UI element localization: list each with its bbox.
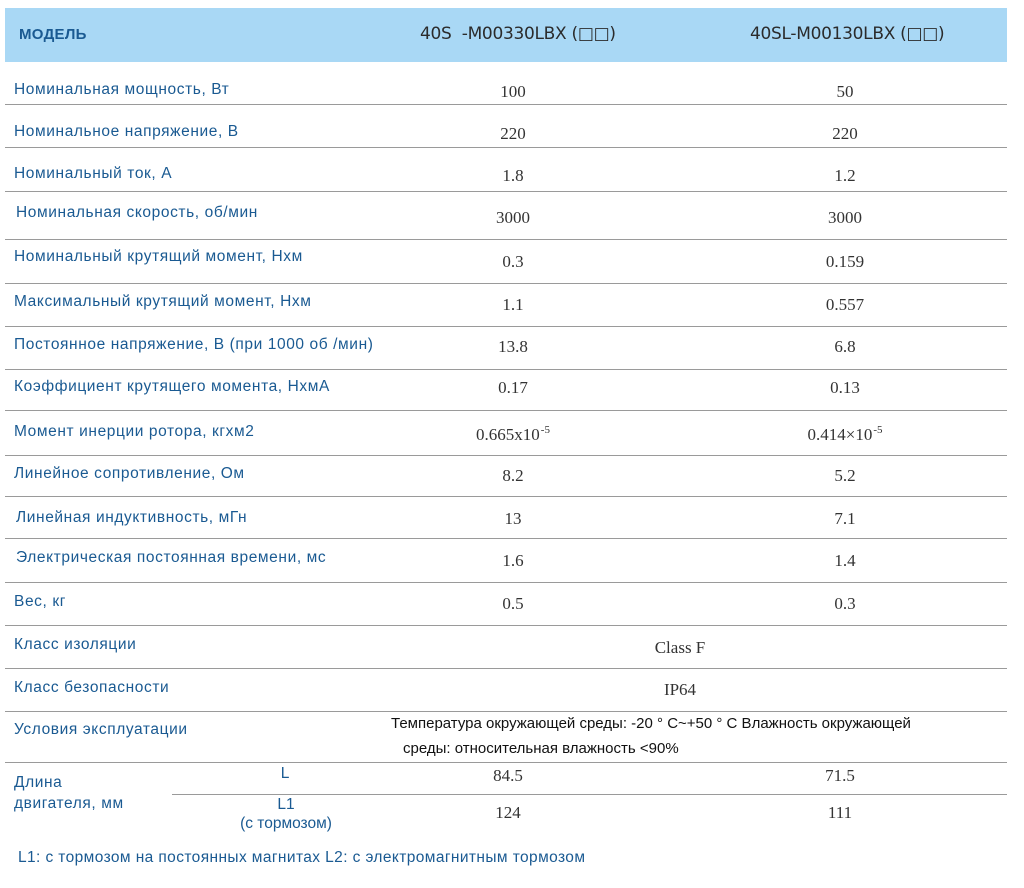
value-model-2: 0.159 [825, 252, 865, 271]
row-label: Коэффициент крутящего момента, НхмА [14, 378, 330, 395]
table-row: Максимальный крутящий момент, Нхм 1.1 0.… [5, 284, 1007, 327]
row-label: Максимальный крутящий момент, Нхм [14, 293, 312, 310]
model-column-2: 40SL-M00130LBX (□□) [750, 24, 945, 44]
inertia-mantissa: 0.665x10 [476, 425, 540, 444]
length-l1-value-2: 111 [827, 803, 853, 822]
table-row: Вес, кг 0.5 0.3 [5, 583, 1007, 626]
value-model-2: 5.2 [834, 466, 856, 485]
value-model-1: 1.6 [502, 551, 524, 570]
table-row: Электрическая постоянная времени, мс 1.6… [5, 539, 1007, 583]
value-model-2: 220 [832, 124, 858, 143]
value-model-2: 6.8 [834, 337, 856, 356]
value-model-1: 0.5 [502, 594, 524, 613]
operating-label: Условия эксплуатации [14, 721, 188, 738]
value-model-1: 8.2 [502, 466, 524, 485]
row-label: Вес, кг [14, 593, 66, 610]
length-divider [172, 794, 1007, 795]
value-model-2: 7.1 [834, 509, 856, 528]
motor-length-label-line2: двигателя, мм [14, 795, 124, 812]
row-label: Постоянное напряжение, В (при 1000 об /м… [14, 336, 374, 353]
row-label: Номинальная мощность, Вт [14, 81, 230, 98]
table-row: Класс безопасности IP64 [5, 669, 1007, 712]
value-model-2: 0.414×10-5 [745, 424, 945, 445]
value-model-1: 13.8 [498, 337, 528, 356]
insulation-label: Класс изоляции [14, 636, 137, 653]
model-column-1: 40S -M00330LBX (□□) [420, 24, 616, 44]
value-model-2: 50 [836, 82, 854, 101]
insulation-value: Class F [654, 638, 706, 657]
safety-value: IP64 [663, 680, 697, 699]
length-l1-label: L1 (с тормозом) [206, 795, 366, 833]
table-row: Номинальное напряжение, В 220 220 [5, 105, 1007, 148]
length-l-value-2: 71.5 [825, 766, 855, 785]
length-l1-label-line2: (с тормозом) [240, 815, 332, 832]
value-model-1: 0.3 [502, 252, 524, 271]
motor-length-label-line1: Длина [14, 774, 63, 791]
table-bottom-line [5, 763, 1007, 839]
table-row: Линейное сопротивление, Ом 8.2 5.2 [5, 456, 1007, 497]
length-l-label: L [280, 765, 290, 782]
row-label: Момент инерции ротора, кгхм2 [14, 423, 255, 440]
value-model-2: 0.13 [830, 378, 860, 397]
table-row: Линейная индуктивность, мГн 13 7.1 [5, 497, 1007, 539]
row-label: Номинальный крутящий момент, Нхм [14, 248, 303, 265]
value-model-2: 0.3 [834, 594, 856, 613]
safety-label: Класс безопасности [14, 679, 170, 696]
inertia-exponent: -5 [873, 424, 883, 436]
table-row: Номинальная мощность, Вт 100 50 [5, 62, 1007, 105]
value-model-2: 1.2 [834, 166, 856, 185]
length-l-value-1: 84.5 [493, 766, 523, 785]
inertia-mantissa: 0.414×10 [807, 425, 873, 444]
value-model-2: 3000 [828, 208, 862, 227]
value-model-1: 0.665x10-5 [413, 424, 613, 445]
length-l1-value-1: 124 [495, 803, 521, 822]
row-label: Линейное сопротивление, Ом [14, 465, 245, 482]
table-row: Постоянное напряжение, В (при 1000 об /м… [5, 327, 1007, 370]
value-model-1: 13 [504, 509, 522, 528]
table-row: Номинальный крутящий момент, Нхм 0.3 0.1… [5, 240, 1007, 284]
value-model-1: 3000 [496, 208, 530, 227]
row-label: Номинальное напряжение, В [14, 123, 239, 140]
value-model-1: 1.1 [502, 295, 524, 314]
table-row: Номинальная скорость, об/мин 3000 3000 [5, 192, 1007, 240]
table-row: Коэффициент крутящего момента, НхмА 0.17… [5, 370, 1007, 411]
length-l1-label-line1: L1 [277, 796, 295, 813]
table-row: Условия эксплуатации Температура окружаю… [5, 712, 1007, 763]
inertia-exponent: -5 [540, 424, 550, 436]
footnote: L1: с тормозом на постоянных магнитах L2… [18, 849, 586, 866]
row-label: Номинальный ток, А [14, 165, 173, 182]
value-model-1: 0.17 [498, 378, 528, 397]
table-row: Номинальный ток, А 1.8 1.2 [5, 148, 1007, 192]
row-label: Линейная индуктивность, мГн [16, 509, 248, 526]
value-model-1: 100 [500, 82, 526, 101]
value-model-1: 220 [500, 124, 526, 143]
model-header-label: МОДЕЛЬ [19, 26, 87, 43]
table-row: Момент инерции ротора, кгхм2 0.665x10-5 … [5, 411, 1007, 456]
table-row: Класс изоляции Class F [5, 626, 1007, 669]
row-label: Номинальная скорость, об/мин [16, 204, 258, 221]
table-header: МОДЕЛЬ 40S -M00330LBX (□□) 40SL-M00130LB… [5, 8, 1007, 62]
operating-temperature-text: Температура окружающей среды: -20 ° C~+5… [391, 715, 911, 732]
value-model-2: 0.557 [825, 295, 865, 314]
motor-length-label: Длина двигателя, мм [14, 772, 124, 814]
value-model-2: 1.4 [834, 551, 856, 570]
row-label: Электрическая постоянная времени, мс [16, 549, 327, 566]
value-model-1: 1.8 [502, 166, 524, 185]
operating-humidity-text: среды: относительная влажность <90% [403, 740, 679, 757]
